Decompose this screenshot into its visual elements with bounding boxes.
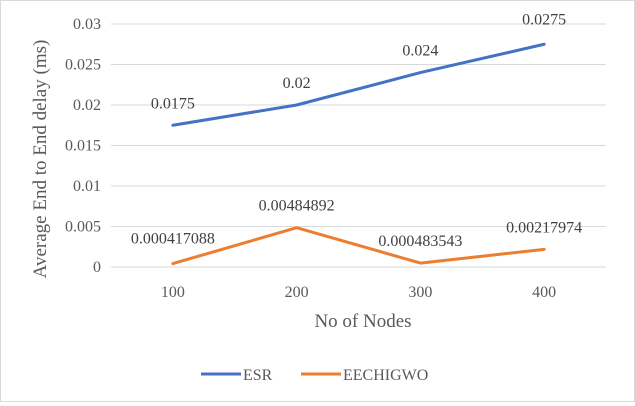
legend-label: EECHIGWO (343, 367, 428, 384)
data-label: 0.000483543 (378, 233, 462, 250)
x-axis-ticks: 100 200 300 400 (161, 284, 556, 301)
data-label: 0.000417088 (131, 231, 215, 248)
legend-label: ESR (243, 367, 273, 384)
x-tick-label: 200 (285, 284, 309, 301)
gridlines (111, 23, 606, 268)
data-labels: 0.0175 0.02 0.024 0.0275 0.000417088 0.004848… (131, 11, 582, 250)
series-line-eechigwo (171, 226, 546, 266)
data-label: 0.0275 (522, 11, 566, 28)
y-tick-label: 0.025 (65, 57, 101, 74)
series-lines (171, 42, 546, 266)
y-tick-label: 0.005 (65, 219, 101, 236)
legend: ESR EECHIGWO (201, 367, 428, 384)
data-label: 0.024 (402, 43, 438, 60)
series-line-esr (171, 42, 546, 127)
y-axis-title: Average End to End delay (ms) (30, 40, 51, 279)
data-label: 0.02 (283, 75, 311, 92)
data-label: 0.0175 (151, 95, 195, 112)
data-label: 0.00217974 (506, 219, 582, 236)
x-tick-label: 400 (532, 284, 556, 301)
x-tick-label: 100 (161, 284, 185, 301)
y-axis-ticks: 0 0.005 0.01 0.015 0.02 0.025 0.03 (65, 16, 101, 276)
x-tick-label: 300 (408, 284, 432, 301)
x-axis-title: No of Nodes (314, 311, 411, 332)
data-label: 0.00484892 (259, 198, 335, 215)
y-tick-label: 0.015 (65, 138, 101, 155)
y-tick-label: 0.03 (73, 16, 101, 33)
y-tick-label: 0.01 (73, 178, 101, 195)
y-tick-label: 0.02 (73, 97, 101, 114)
y-tick-label: 0 (93, 259, 101, 276)
